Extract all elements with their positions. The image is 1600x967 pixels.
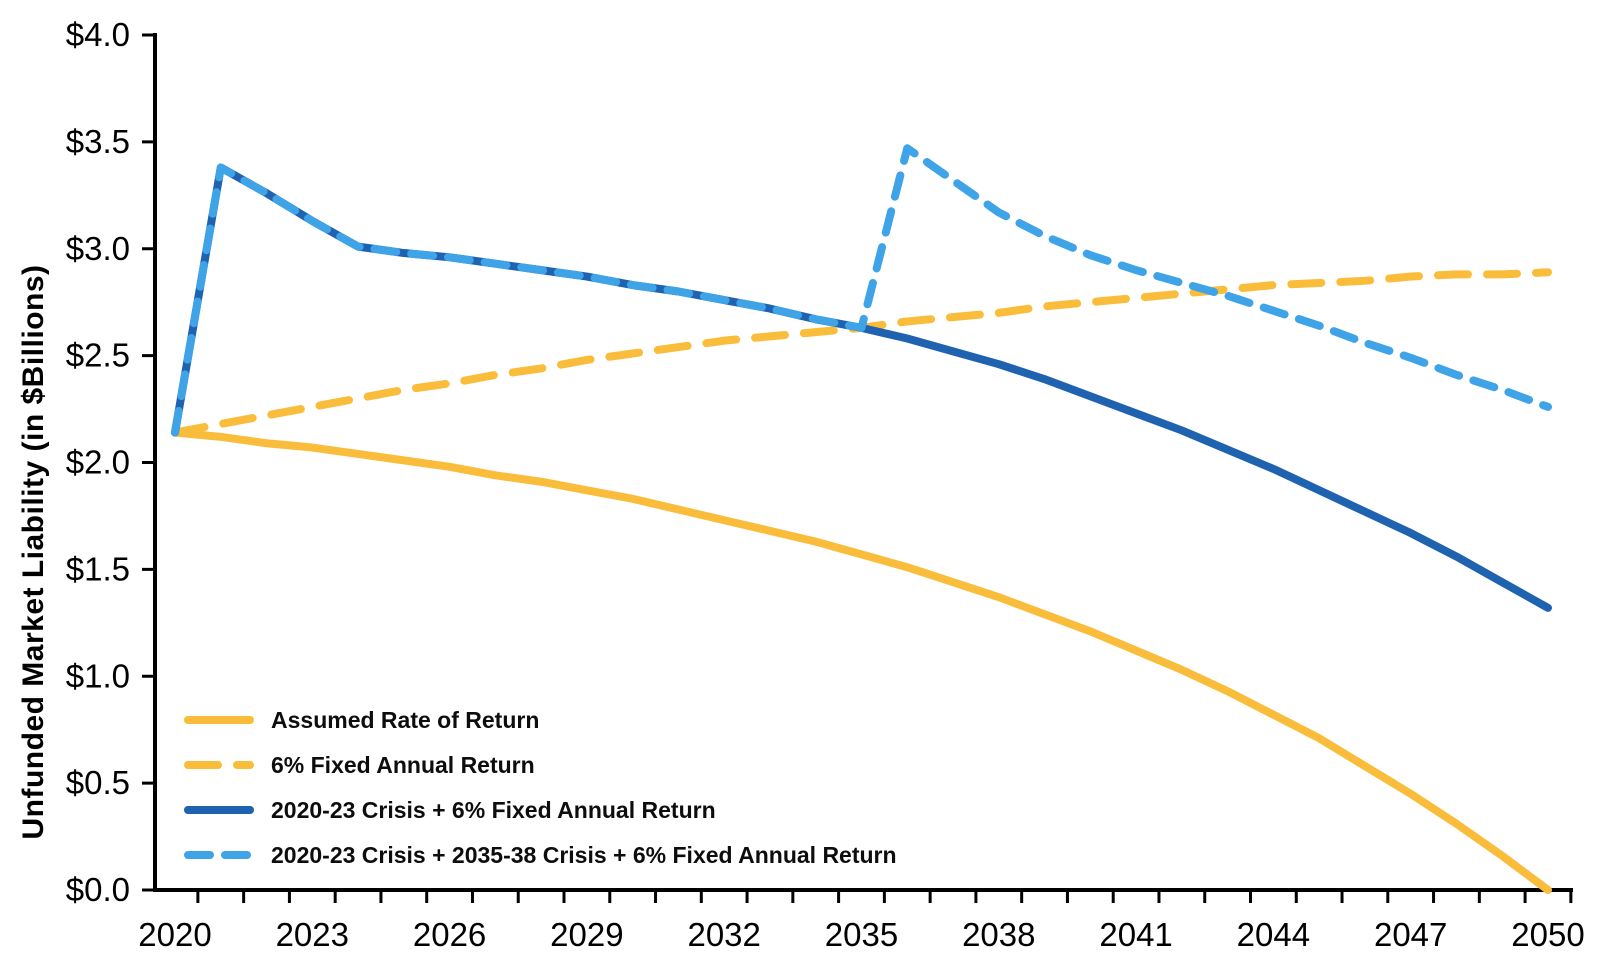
series-line-2020-23-crisis-plus-2035-38-crisis-plus-6pct-fixed bbox=[171, 144, 1552, 437]
y-tick-label: $2.5 bbox=[66, 337, 130, 374]
legend-label: 6% Fixed Annual Return bbox=[271, 751, 535, 778]
legend-swatch-dashed-yellow bbox=[184, 761, 254, 769]
legend-swatch-solid-darkblue bbox=[184, 806, 254, 814]
legend-label: 2020-23 Crisis + 2035-38 Crisis + 6% Fix… bbox=[271, 841, 897, 868]
x-tick-label: 2032 bbox=[687, 916, 760, 953]
legend-item-assumed-rate: Assumed Rate of Return bbox=[183, 707, 539, 733]
x-tick-label: 2038 bbox=[962, 916, 1035, 953]
x-tick-label: 2050 bbox=[1511, 916, 1584, 953]
y-tick-label: $1.0 bbox=[66, 657, 130, 694]
x-tick-label: 2023 bbox=[276, 916, 349, 953]
series-line-assumed-rate-of-return bbox=[171, 428, 1552, 894]
legend-swatch-dashed-lightblue bbox=[184, 851, 254, 859]
legend-item-both-crises: 2020-23 Crisis + 2035-38 Crisis + 6% Fix… bbox=[183, 842, 897, 868]
y-axis-title: Unfunded Market Liability (in $Billions) bbox=[17, 264, 50, 840]
x-tick-label: 2041 bbox=[1099, 916, 1172, 953]
y-tick-label: $1.5 bbox=[66, 550, 130, 587]
legend-item-6pct-fixed: 6% Fixed Annual Return bbox=[183, 752, 535, 778]
series-line-6pct-fixed-annual-return bbox=[171, 268, 1552, 437]
x-tick-label: 2020 bbox=[138, 916, 211, 953]
legend-item-2020-23-crisis: 2020-23 Crisis + 6% Fixed Annual Return bbox=[183, 797, 716, 823]
y-tick-label: $3.0 bbox=[66, 230, 130, 267]
legend-swatch-solid-yellow bbox=[184, 716, 254, 724]
y-tick-label: $3.5 bbox=[66, 123, 130, 160]
series-line-2020-23-crisis-plus-6pct-fixed bbox=[171, 163, 1552, 612]
y-tick-label: $4.0 bbox=[66, 16, 130, 53]
x-tick-label: 2035 bbox=[825, 916, 898, 953]
x-tick-label: 2047 bbox=[1374, 916, 1447, 953]
legend-label: Assumed Rate of Return bbox=[271, 706, 540, 733]
y-tick-label: $2.0 bbox=[66, 444, 130, 481]
x-tick-label: 2026 bbox=[413, 916, 486, 953]
y-tick-label: $0.5 bbox=[66, 764, 130, 801]
y-tick-label: $0.0 bbox=[66, 871, 130, 908]
x-tick-label: 2029 bbox=[550, 916, 623, 953]
legend-label: 2020-23 Crisis + 6% Fixed Annual Return bbox=[271, 796, 716, 823]
x-tick-label: 2044 bbox=[1237, 916, 1310, 953]
